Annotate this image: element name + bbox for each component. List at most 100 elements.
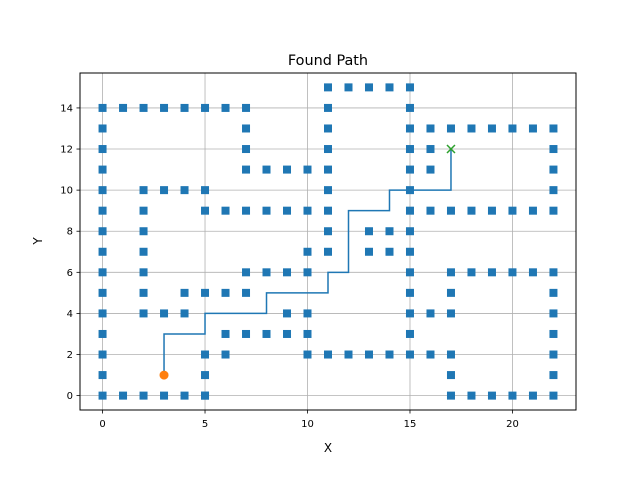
obstacle-marker (385, 247, 394, 256)
obstacle-marker (180, 288, 189, 297)
obstacle-marker (303, 165, 312, 174)
obstacle-marker (201, 288, 210, 297)
obstacle-marker (549, 165, 558, 174)
obstacle-marker (160, 186, 169, 195)
obstacle-marker (426, 350, 435, 359)
x-tick-label: 5 (202, 419, 208, 430)
obstacle-marker (467, 206, 476, 215)
obstacle-marker (405, 83, 414, 92)
obstacle-marker (426, 124, 435, 133)
obstacle-marker (426, 165, 435, 174)
obstacle-marker (324, 165, 332, 174)
obstacle-marker (139, 391, 148, 400)
obstacle-marker (180, 309, 189, 318)
obstacle-marker (324, 124, 332, 133)
obstacle-marker (405, 206, 414, 215)
obstacle-marker (446, 124, 455, 133)
obstacle-marker (426, 145, 435, 154)
obstacle-marker (98, 145, 107, 154)
obstacle-marker (364, 227, 373, 236)
obstacle-marker (446, 206, 455, 215)
obstacle-marker (98, 165, 107, 174)
obstacle-marker (467, 124, 476, 133)
obstacle-marker (262, 329, 271, 338)
obstacle-marker (549, 350, 558, 359)
obstacle-marker (98, 103, 107, 112)
obstacle-marker (242, 103, 251, 112)
plot-frame (79, 72, 577, 411)
obstacle-marker (180, 103, 189, 112)
obstacle-marker (549, 124, 558, 133)
obstacle-marker (446, 309, 455, 318)
obstacle-marker (139, 227, 148, 236)
obstacle-marker (242, 165, 251, 174)
obstacle-marker (201, 206, 210, 215)
obstacle-marker (98, 247, 107, 256)
obstacle-marker (405, 165, 414, 174)
obstacle-marker (487, 124, 496, 133)
obstacle-marker (139, 309, 148, 318)
obstacle-layer (98, 83, 558, 400)
obstacle-marker (303, 268, 312, 277)
obstacle-marker (98, 124, 107, 133)
obstacle-marker (467, 268, 476, 277)
obstacle-marker (446, 391, 455, 400)
obstacle-marker (549, 329, 558, 338)
obstacle-marker (98, 227, 107, 236)
obstacle-marker (508, 391, 517, 400)
obstacle-marker (549, 268, 558, 277)
y-tick-label: 4 (67, 309, 73, 320)
obstacle-marker (201, 371, 210, 380)
goal-marker (446, 144, 456, 154)
obstacle-marker (303, 309, 312, 318)
obstacle-marker (139, 268, 148, 277)
obstacle-marker (528, 124, 537, 133)
y-tick-label: 8 (67, 227, 73, 238)
obstacle-marker (549, 391, 558, 400)
obstacle-marker (549, 371, 558, 380)
obstacle-marker (487, 268, 496, 277)
obstacle-marker (98, 186, 107, 195)
obstacle-marker (221, 288, 230, 297)
start-marker (159, 370, 169, 380)
obstacle-marker (528, 268, 537, 277)
obstacle-marker (405, 124, 414, 133)
obstacle-marker (446, 268, 455, 277)
obstacle-marker (508, 268, 517, 277)
obstacle-marker (446, 371, 455, 380)
obstacle-marker (405, 186, 414, 195)
obstacle-marker (324, 227, 332, 236)
obstacle-marker (508, 124, 517, 133)
obstacle-marker (385, 83, 394, 92)
obstacle-marker (98, 206, 107, 215)
obstacle-marker (405, 247, 414, 256)
obstacle-marker (139, 206, 148, 215)
obstacle-marker (242, 268, 251, 277)
obstacle-marker (201, 186, 210, 195)
obstacle-marker (98, 309, 107, 318)
obstacle-marker (324, 247, 332, 256)
obstacle-marker (446, 350, 455, 359)
y-tick-label: 2 (67, 350, 73, 361)
obstacle-marker (201, 350, 210, 359)
obstacle-marker (283, 165, 292, 174)
obstacle-marker (549, 288, 558, 297)
obstacle-marker (446, 288, 455, 297)
obstacle-marker (283, 329, 292, 338)
obstacle-marker (221, 350, 230, 359)
obstacle-marker (119, 391, 128, 400)
obstacle-marker (528, 206, 537, 215)
obstacle-marker (98, 350, 107, 359)
obstacle-marker (324, 186, 332, 195)
y-axis: 0 2 4 6 8 10 12 14 (60, 103, 80, 402)
obstacle-marker (405, 309, 414, 318)
obstacle-marker (324, 206, 332, 215)
obstacle-marker (344, 350, 353, 359)
x-tick-label: 10 (301, 419, 314, 430)
path-layer (163, 149, 452, 376)
obstacle-marker (160, 103, 169, 112)
obstacle-marker (303, 350, 312, 359)
y-tick-label: 12 (60, 145, 73, 156)
